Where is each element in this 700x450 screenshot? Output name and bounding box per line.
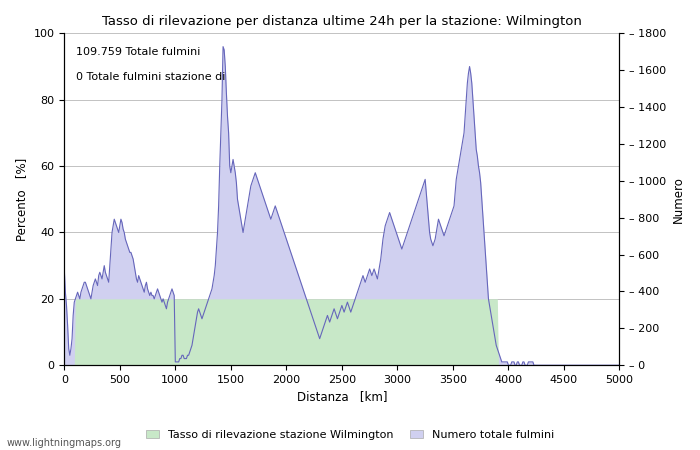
Text: 0 Totale fulmini stazione di: 0 Totale fulmini stazione di <box>76 72 226 81</box>
Y-axis label: Numero: Numero <box>672 176 685 223</box>
Y-axis label: Percento   [%]: Percento [%] <box>15 158 28 241</box>
Title: Tasso di rilevazione per distanza ultime 24h per la stazione: Wilmington: Tasso di rilevazione per distanza ultime… <box>102 15 582 28</box>
Legend: Tasso di rilevazione stazione Wilmington, Numero totale fulmini: Tasso di rilevazione stazione Wilmington… <box>141 425 559 445</box>
X-axis label: Distanza   [km]: Distanza [km] <box>297 391 387 404</box>
Text: 109.759 Totale fulmini: 109.759 Totale fulmini <box>76 47 201 57</box>
Text: www.lightningmaps.org: www.lightningmaps.org <box>7 438 122 448</box>
